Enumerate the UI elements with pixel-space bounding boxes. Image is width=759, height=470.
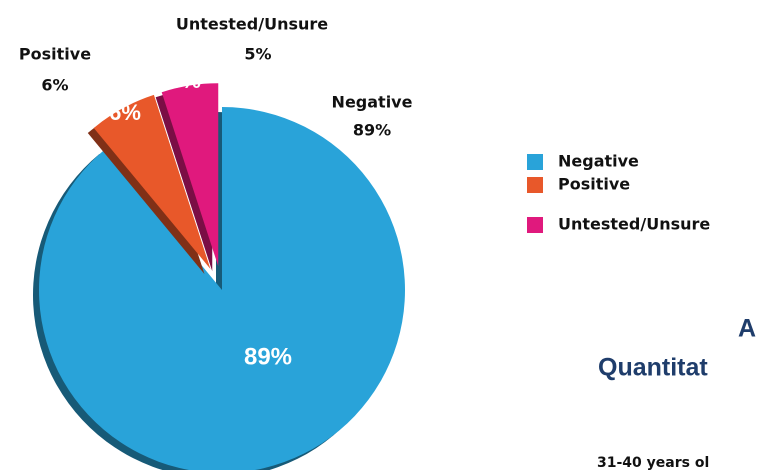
subheading-fragment: 31-40 years ol (597, 455, 709, 470)
outer-label-name: Untested/Unsure (176, 15, 328, 34)
heading-fragment: Quantitat (598, 354, 708, 382)
legend-swatch (527, 217, 543, 233)
heading-fragment: A (738, 315, 756, 343)
slice (161, 83, 219, 267)
legend-label: Negative (558, 152, 639, 171)
slice-label: 6% (109, 100, 141, 125)
slice (93, 94, 211, 269)
outer-label-value: 6% (41, 76, 68, 95)
slice-label: 5% (169, 68, 201, 93)
legend-label: Untested/Unsure (558, 215, 710, 234)
outer-label-name: Negative (332, 93, 413, 112)
slice (39, 107, 405, 470)
outer-label-value: 89% (353, 121, 391, 140)
legend-swatch (527, 154, 543, 170)
outer-label-value: 5% (244, 45, 271, 64)
legend-label: Positive (558, 175, 630, 194)
slice-label: 89% (244, 343, 292, 370)
legend-swatch (527, 177, 543, 193)
outer-label-name: Positive (19, 45, 91, 64)
